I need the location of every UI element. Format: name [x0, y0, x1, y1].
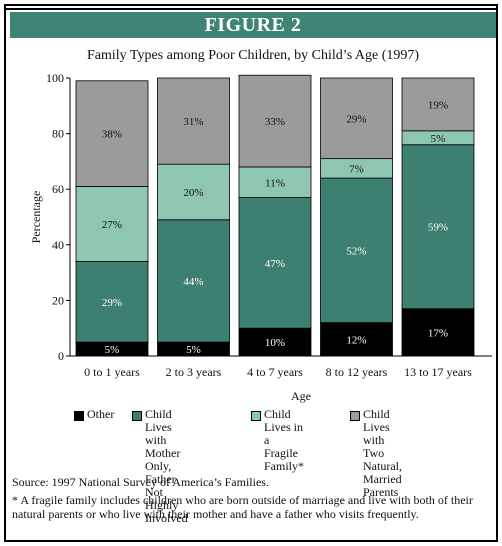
- legend-label-other: Other: [87, 407, 115, 421]
- legend-label-fragile-family: Child Lives in a Fragile Family*: [264, 407, 305, 473]
- legend-swatch-fragile-family: [251, 411, 261, 421]
- bar-segment: [238, 74, 312, 168]
- bar-segment: [75, 186, 149, 262]
- bar-segment: [320, 77, 393, 160]
- x-tick-label: 0 to 1 years: [84, 365, 140, 379]
- bar-segment: [75, 80, 149, 187]
- y-tick-label: 20: [52, 293, 64, 307]
- x-tick-label: 4 to 7 years: [247, 365, 303, 379]
- bar-segment: [401, 144, 475, 310]
- data-label: 5%: [105, 344, 120, 356]
- legend-swatch-two-parents: [350, 411, 360, 421]
- data-label: 17%: [428, 327, 448, 339]
- x-tick-label: 13 to 17 years: [404, 365, 472, 379]
- figure-header: FIGURE 2: [10, 12, 496, 38]
- data-label: 19%: [428, 99, 448, 111]
- data-label: 10%: [265, 337, 285, 349]
- legend-label-two-parents: Child Lives with Two Natural, Married Pa…: [363, 407, 402, 499]
- bar-segment: [238, 327, 312, 357]
- data-label: 44%: [183, 276, 203, 288]
- y-tick-label: 100: [46, 71, 64, 85]
- x-axis-label: Age: [291, 389, 311, 403]
- source-note: Source: 1997 National Survey of America’…: [12, 475, 269, 489]
- data-label: 47%: [265, 258, 285, 270]
- y-axis-label: Percentage: [29, 191, 43, 244]
- footnote: * A fragile family includes children who…: [12, 493, 473, 521]
- bar-segment: [238, 166, 312, 198]
- bar-segment: [157, 163, 230, 221]
- data-label: 11%: [265, 177, 285, 189]
- data-label: 52%: [346, 245, 366, 257]
- data-label: 29%: [102, 297, 122, 309]
- legend-swatch-mother-only: [132, 411, 142, 421]
- bar-segment: [157, 219, 230, 343]
- x-tick-label: 8 to 12 years: [326, 365, 388, 379]
- y-tick-label: 0: [58, 349, 64, 363]
- bar-segment: [238, 197, 312, 329]
- bar-segment: [75, 261, 149, 343]
- x-tick-label: 2 to 3 years: [166, 365, 222, 379]
- data-label: 5%: [186, 344, 201, 356]
- bar-segment: [320, 177, 393, 324]
- y-tick-label: 60: [52, 182, 64, 196]
- bar-segment: [401, 77, 475, 132]
- data-label: 5%: [431, 133, 446, 145]
- data-label: 29%: [346, 113, 366, 125]
- data-label: 59%: [428, 222, 448, 234]
- bar-segment: [320, 322, 393, 357]
- data-label: 38%: [102, 129, 122, 141]
- top-rule: [4, 8, 496, 10]
- data-label: 20%: [183, 187, 203, 199]
- chart-title: Family Types among Poor Children, by Chi…: [86, 48, 420, 63]
- y-tick-label: 80: [52, 127, 64, 141]
- bar-segment: [157, 77, 230, 165]
- data-label: 12%: [346, 334, 366, 346]
- data-label: 7%: [349, 163, 364, 175]
- legend-label-mother-only: Child Lives with Mother Only, Father Not…: [145, 407, 188, 525]
- data-label: 33%: [265, 116, 285, 128]
- data-label: 31%: [183, 116, 203, 128]
- y-tick-label: 40: [52, 238, 64, 252]
- legend-swatch-other: [74, 411, 84, 421]
- bar-segment: [401, 308, 475, 357]
- data-label: 27%: [102, 219, 122, 231]
